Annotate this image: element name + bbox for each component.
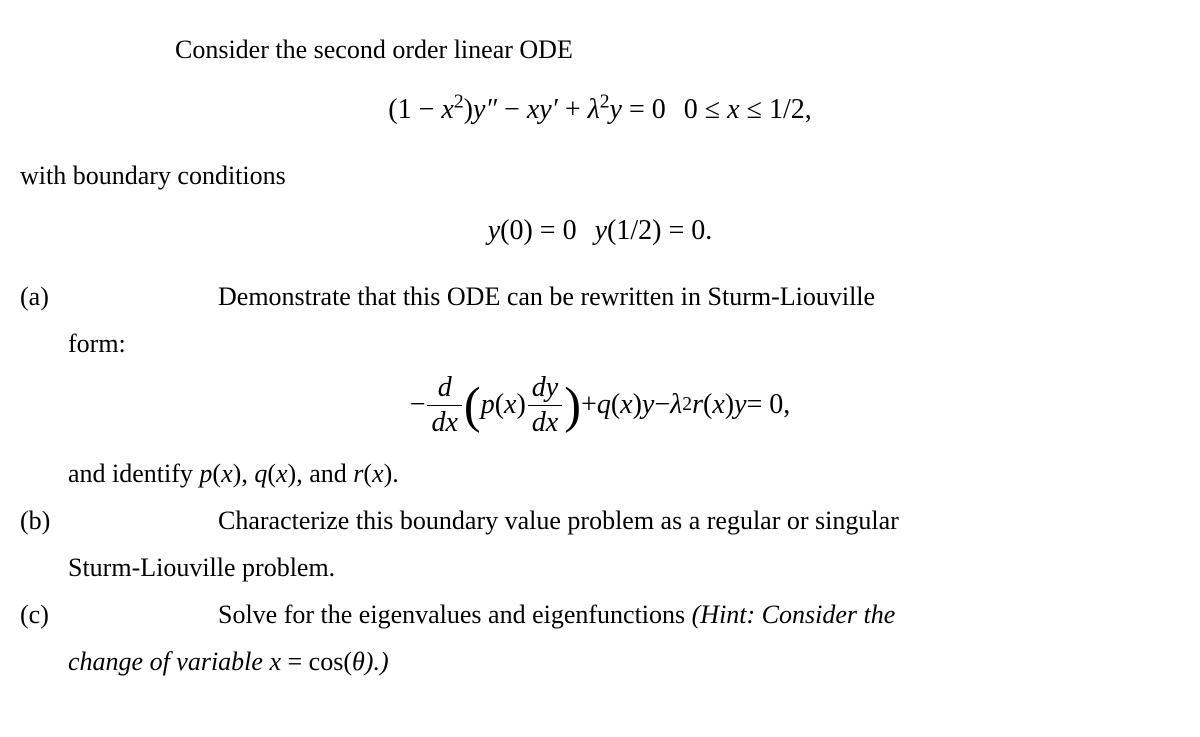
part-c-pre: Solve for the eigenvalues and eigenfunct… xyxy=(218,600,692,629)
eq-exp2: 2 xyxy=(454,92,464,113)
part-a-label: (a) xyxy=(20,277,68,316)
bc-yhalf-y: y xyxy=(595,215,607,246)
sl-r-y: y xyxy=(734,384,746,426)
sl-dy-num: dy xyxy=(528,371,562,406)
identify-q: q xyxy=(254,459,267,488)
part-b-text1: Characterize this boundary value problem… xyxy=(218,506,899,535)
sl-r-open: ( xyxy=(703,384,712,426)
sl-d-num: d xyxy=(427,371,461,406)
eq-close-paren: ) xyxy=(464,94,473,125)
eq-domain-close: ≤ 1/2, xyxy=(740,94,812,125)
sl-minus2: − xyxy=(654,384,670,426)
eq-x: x xyxy=(441,94,453,125)
part-c-x: x xyxy=(269,647,281,676)
sl-minus: − xyxy=(410,384,426,426)
identify-p: p xyxy=(199,459,212,488)
sl-q-close: ) xyxy=(633,384,642,426)
sl-r: r xyxy=(692,384,703,426)
identify-c2: , and xyxy=(296,459,353,488)
identify-c1: , xyxy=(241,459,254,488)
sl-px-arg: ( xyxy=(495,384,504,426)
sl-equation: − d dx ( p(x) dy dx ) + q(x)y − λ2r(x)y … xyxy=(20,371,1180,439)
part-b-label: (b) xyxy=(20,501,68,540)
sl-q-x: x xyxy=(620,384,632,426)
sl-px-close: ) xyxy=(516,384,525,426)
part-a: (a) Demonstrate that this ODE can be rew… xyxy=(20,277,1180,316)
sl-q-y: y xyxy=(642,384,654,426)
intro-text: Consider the second order linear ODE xyxy=(175,30,1180,69)
sl-frac-ddx: d dx xyxy=(427,371,461,439)
identify-q-close: ) xyxy=(288,459,297,488)
identify-period: . xyxy=(392,459,399,488)
sl-lambda: λ xyxy=(670,384,682,426)
bc-y0-y: y xyxy=(488,215,500,246)
sl-px: p xyxy=(481,384,495,426)
identify-pre: and identify xyxy=(68,459,199,488)
identify-p-close: ) xyxy=(233,459,242,488)
eq-domain-x: x xyxy=(727,94,739,125)
part-a-text1: Demonstrate that this ODE can be rewritt… xyxy=(218,282,875,311)
sl-r-close: ) xyxy=(725,384,734,426)
part-c-line2-pre: change of variable xyxy=(68,647,269,676)
part-c-text: Solve for the eigenvalues and eigenfunct… xyxy=(68,595,1180,634)
part-c-hint1: (Hint: Consider the xyxy=(692,600,896,629)
identify-r-arg: ( xyxy=(363,459,372,488)
part-b: (b) Characterize this boundary value pro… xyxy=(20,501,1180,540)
part-a-text: Demonstrate that this ODE can be rewritt… xyxy=(68,277,1180,316)
part-c-theta: θ xyxy=(352,647,365,676)
identify-r-close: ) xyxy=(384,459,393,488)
identify-r-x: x xyxy=(372,459,384,488)
eq-domain-open: 0 ≤ xyxy=(684,94,727,125)
sl-dx-den: dx xyxy=(427,406,461,440)
bc-equation: y(0) = 0y(1/2) = 0. xyxy=(20,210,1180,252)
bc-yhalf: (1/2) = 0. xyxy=(607,215,712,246)
part-c-label: (c) xyxy=(20,595,68,634)
eq-y: y xyxy=(610,94,622,125)
part-c-cos: cos( xyxy=(309,647,352,676)
eq-xyprime: xy′ xyxy=(527,94,558,125)
part-c: (c) Solve for the eigenvalues and eigenf… xyxy=(20,595,1180,634)
eq-lambda-exp: 2 xyxy=(600,92,610,113)
eq-minus: − xyxy=(497,94,527,125)
part-a-identify: and identify p(x), q(x), and r(x). xyxy=(68,454,1180,493)
part-c-close: ).) xyxy=(365,647,389,676)
sl-dx2-den: dx xyxy=(528,406,562,440)
part-b-text: Characterize this boundary value problem… xyxy=(68,501,1180,540)
identify-q-arg: ( xyxy=(267,459,276,488)
identify-p-x: x xyxy=(221,459,233,488)
eq-ypp: y″ xyxy=(473,94,497,125)
identify-p-arg: ( xyxy=(212,459,221,488)
sl-q-open: ( xyxy=(611,384,620,426)
main-equation: (1 − x2)y″ − xy′ + λ2y = 00 ≤ x ≤ 1/2, xyxy=(20,89,1180,131)
eq-plus: + xyxy=(558,94,588,125)
bc-y0: (0) = 0 xyxy=(500,215,576,246)
sl-eq-zero: = 0, xyxy=(747,384,791,426)
part-c-cont: change of variable x = cos(θ).) xyxy=(68,642,1180,681)
sl-frac-dydx: dy dx xyxy=(528,371,562,439)
sl-r-x: x xyxy=(712,384,724,426)
sl-q: q xyxy=(597,384,611,426)
sl-plus: + xyxy=(581,384,597,426)
eq-open: (1 − xyxy=(388,94,441,125)
part-c-eq: = xyxy=(281,647,309,676)
sl-px-x: x xyxy=(504,384,516,426)
part-a-form: form: xyxy=(68,324,1180,363)
eq-lambda: λ xyxy=(588,94,600,125)
part-b-cont: Sturm-Liouville problem. xyxy=(68,548,1180,587)
identify-q-x: x xyxy=(276,459,288,488)
bc-intro: with boundary conditions xyxy=(20,156,1180,195)
identify-r: r xyxy=(353,459,363,488)
eq-zero: = 0 xyxy=(622,94,666,125)
